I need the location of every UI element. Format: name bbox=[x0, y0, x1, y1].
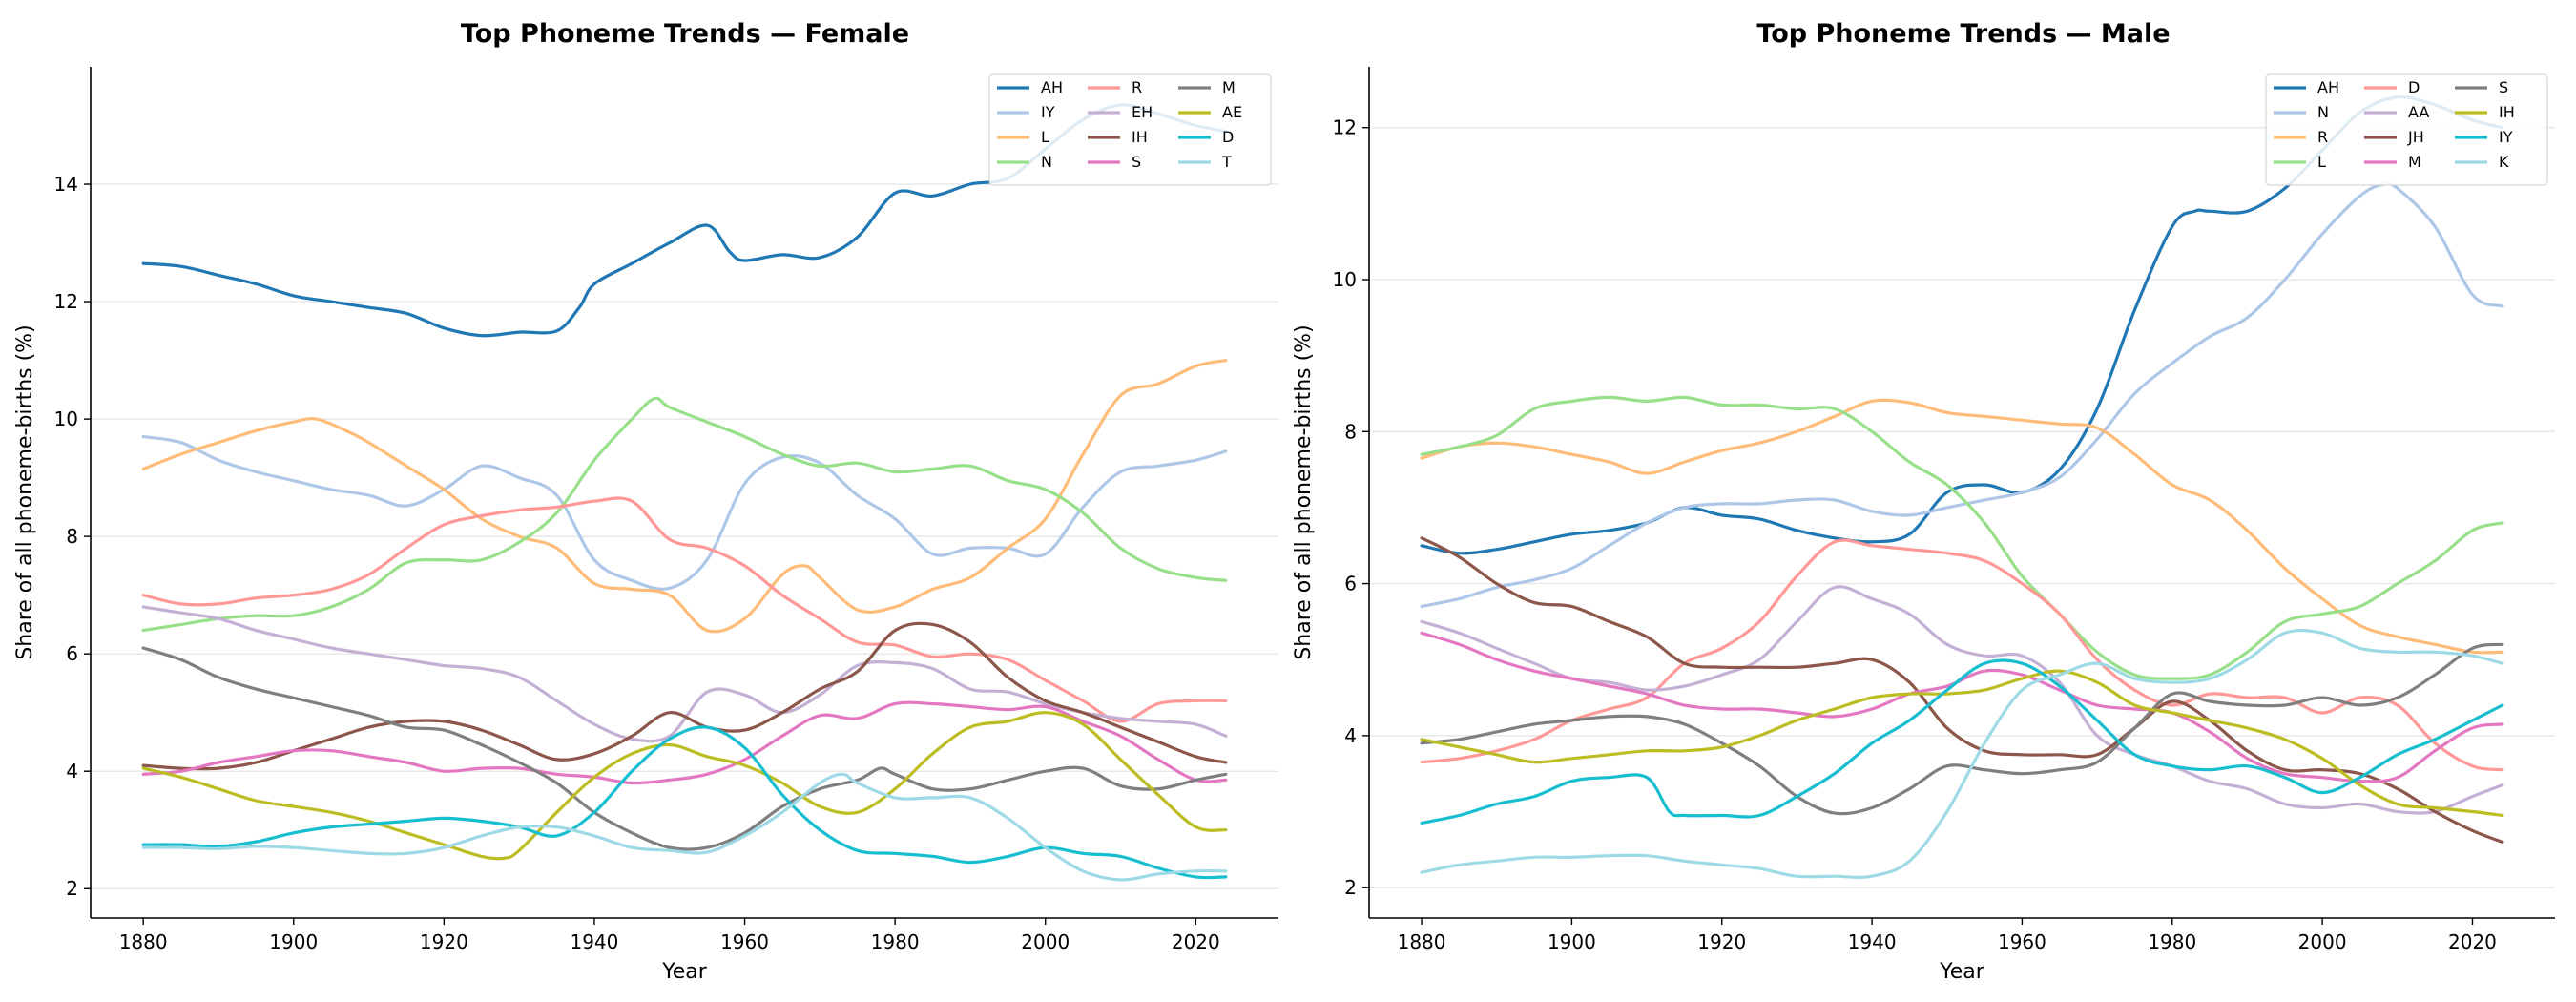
legend-label: R bbox=[1132, 78, 1142, 96]
legend-label: M bbox=[2408, 153, 2421, 171]
legend-frame bbox=[988, 73, 1272, 186]
series-line-eh bbox=[141, 605, 1228, 743]
legend-label: EH bbox=[1132, 103, 1153, 121]
y-tick-label: 6 bbox=[1344, 573, 1357, 595]
legend-label: K bbox=[2499, 153, 2509, 171]
series-line-r bbox=[1420, 398, 2504, 655]
y-tick-label: 10 bbox=[54, 407, 78, 430]
legend-label: AA bbox=[2408, 103, 2429, 121]
x-tick-label: 1960 bbox=[720, 930, 769, 953]
legend-label: D bbox=[2408, 78, 2420, 96]
series-line-t bbox=[141, 772, 1228, 882]
x-tick-label: 1880 bbox=[1398, 930, 1446, 953]
chart-title: Top Phoneme Trends — Male bbox=[1756, 19, 2170, 49]
legend-label: T bbox=[1221, 153, 1232, 171]
x-tick-label: 1920 bbox=[420, 930, 468, 953]
x-tick-label: 1940 bbox=[570, 930, 618, 953]
y-tick-label: 2 bbox=[66, 877, 78, 900]
legend-label: JH bbox=[2407, 128, 2424, 146]
legend-label: N bbox=[2317, 103, 2329, 121]
x-tick-label: 1900 bbox=[269, 930, 318, 953]
series-line-ih bbox=[1420, 669, 2504, 818]
chart-title: Top Phoneme Trends — Female bbox=[461, 19, 909, 49]
y-tick-label: 12 bbox=[54, 290, 78, 313]
legend-label: M bbox=[1222, 78, 1236, 96]
legend-label: D bbox=[1222, 128, 1234, 146]
legend-frame bbox=[2265, 73, 2548, 186]
x-axis-label: Year bbox=[661, 960, 708, 984]
x-tick-label: 1940 bbox=[1848, 930, 1897, 953]
series-line-l bbox=[141, 359, 1228, 634]
x-tick-label: 2020 bbox=[2448, 930, 2497, 953]
series-line-iy bbox=[141, 435, 1228, 591]
x-tick-label: 1920 bbox=[1697, 930, 1746, 953]
series-line-s bbox=[141, 700, 1228, 785]
y-axis-label: Share of all phoneme-births (%) bbox=[13, 324, 37, 659]
series-line-iy bbox=[1420, 658, 2504, 825]
legend: AH IY LN R EH IH S M AE DT bbox=[988, 73, 1272, 186]
legend-label: IY bbox=[2499, 128, 2513, 146]
series-line-aa bbox=[1420, 585, 2504, 815]
series-line-s bbox=[1420, 642, 2504, 816]
series-line-d bbox=[141, 725, 1228, 880]
legend-label: R bbox=[2317, 128, 2328, 146]
y-tick-label: 6 bbox=[66, 642, 78, 665]
series-line-ih bbox=[141, 621, 1228, 771]
series-line-m bbox=[141, 646, 1228, 851]
series-line-m bbox=[1420, 631, 2504, 783]
legend-label: S bbox=[2499, 78, 2508, 96]
x-tick-label: 2000 bbox=[2298, 930, 2347, 953]
x-tick-label: 1900 bbox=[1548, 930, 1596, 953]
series-line-jh bbox=[1420, 536, 2504, 844]
x-tick-label: 1880 bbox=[119, 930, 168, 953]
series-line-d bbox=[1420, 538, 2504, 772]
y-tick-label: 8 bbox=[1344, 420, 1357, 443]
legend-label: IH bbox=[1132, 128, 1148, 146]
legend-label: IH bbox=[2499, 103, 2515, 121]
legend-label: L bbox=[2317, 153, 2326, 171]
x-tick-label: 1960 bbox=[1998, 930, 2046, 953]
x-tick-label: 1980 bbox=[871, 930, 920, 953]
male-chart-panel: Top Phoneme Trends — Male 2 4 6 8 10 12 1880 190… bbox=[1292, 19, 2555, 984]
female-chart-panel: Top Phoneme Trends — Female 2 4 6 8 10 12 14 188… bbox=[13, 19, 1278, 984]
series-line-k bbox=[1420, 628, 2504, 879]
series-line-ae bbox=[141, 711, 1228, 861]
y-tick-label: 12 bbox=[1333, 116, 1357, 139]
x-tick-label: 2020 bbox=[1172, 930, 1220, 953]
x-axis-label: Year bbox=[1939, 960, 1985, 984]
legend-label: AE bbox=[1222, 103, 1242, 121]
y-tick-label: 4 bbox=[66, 760, 78, 783]
legend: AH NRL D AA JH M S IH IY K bbox=[2265, 73, 2548, 186]
series-line-n bbox=[141, 396, 1228, 633]
legend-label: IY bbox=[1041, 103, 1055, 121]
legend-label: L bbox=[1041, 128, 1049, 146]
legend-label: S bbox=[1132, 153, 1141, 171]
legend-label: AH bbox=[1041, 78, 1063, 96]
x-tick-label: 1980 bbox=[2148, 930, 2196, 953]
y-tick-label: 14 bbox=[54, 173, 78, 196]
y-tick-label: 4 bbox=[1344, 724, 1357, 747]
y-axis-label: Share of all phoneme-births (%) bbox=[1292, 324, 1316, 659]
legend-label: AH bbox=[2317, 78, 2339, 96]
y-tick-label: 10 bbox=[1333, 268, 1357, 291]
y-tick-label: 8 bbox=[66, 525, 78, 548]
series-line-n bbox=[1420, 181, 2504, 609]
x-tick-label: 2000 bbox=[1021, 930, 1070, 953]
series-line-l bbox=[1420, 395, 2504, 680]
series-line-r bbox=[141, 496, 1228, 723]
y-tick-label: 2 bbox=[1344, 876, 1357, 899]
legend-label: N bbox=[1041, 153, 1052, 171]
